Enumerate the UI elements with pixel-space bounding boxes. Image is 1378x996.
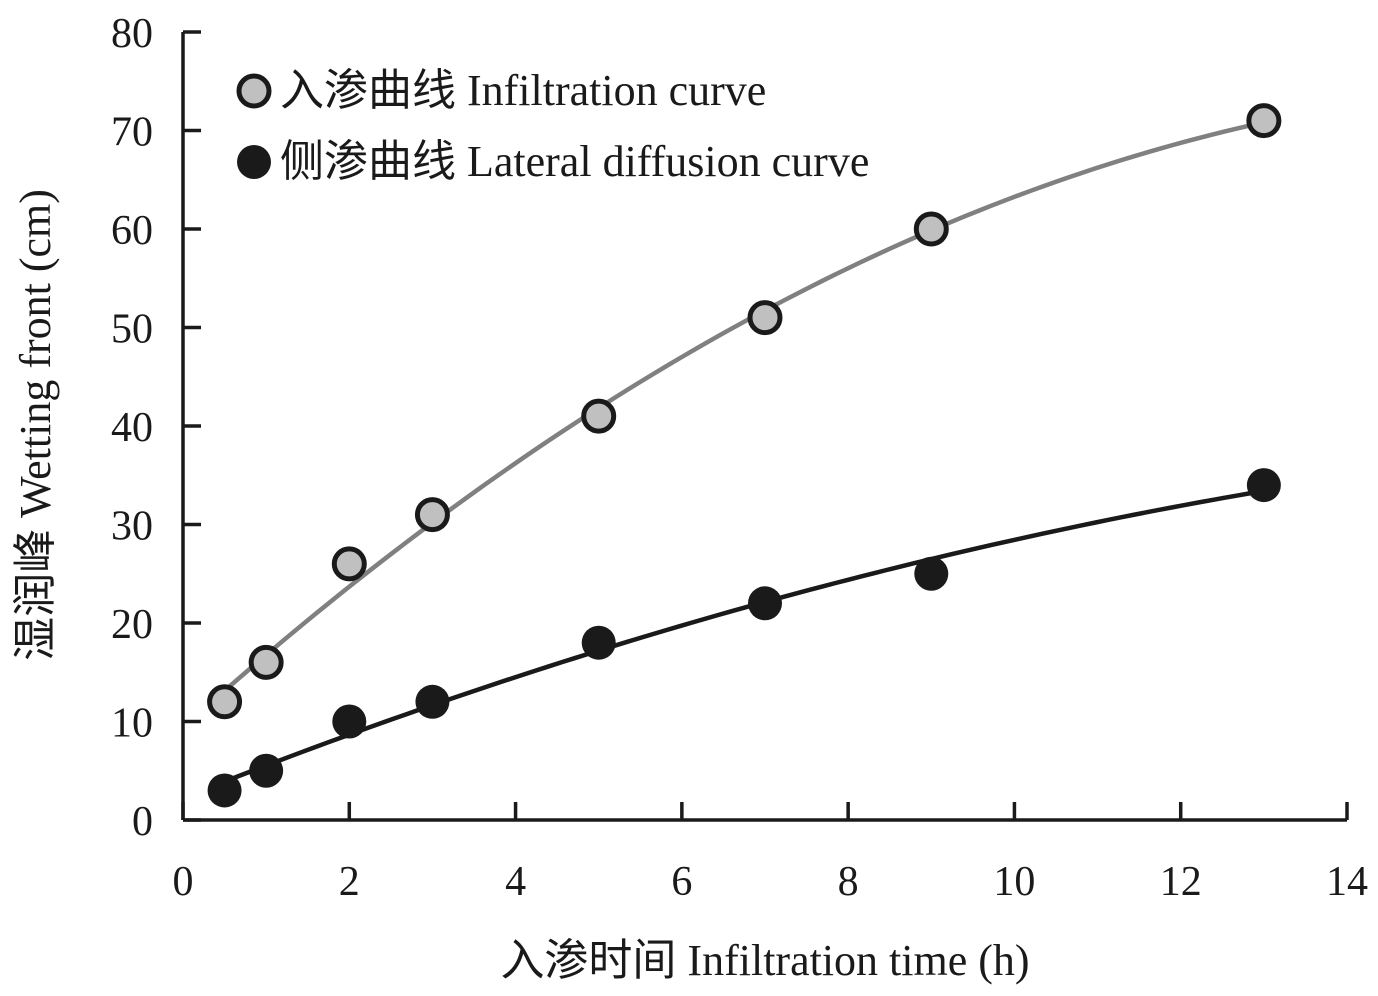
legend-label-lateral: 侧渗曲线 Lateral diffusion curve: [280, 137, 869, 186]
x-tick-label: 6: [671, 859, 692, 905]
y-tick-label: 30: [111, 504, 153, 550]
x-tick-label: 4: [505, 859, 526, 905]
x-tick-label: 0: [173, 859, 194, 905]
tick-marks: 0 10 20 30 40 50 60 70 80 0 2 4 6 8 10 12 14: [111, 11, 1368, 905]
data-point-series-0: [747, 300, 783, 336]
data-point-series-0: [913, 211, 949, 247]
data-point-series-0: [1246, 103, 1282, 139]
data-point-series-1: [415, 684, 450, 719]
x-tick-label: 8: [838, 859, 859, 905]
y-tick-label: 40: [111, 405, 153, 451]
y-tick-label: 20: [111, 602, 153, 648]
data-point-series-0: [331, 546, 367, 582]
y-tick-label: 0: [132, 799, 153, 845]
y-tick-label: 60: [111, 208, 153, 254]
x-axis-title: 入渗时间 Infiltration time (h): [500, 936, 1029, 985]
data-points: [207, 103, 1282, 808]
data-point-series-1: [332, 704, 367, 739]
data-point-series-1: [914, 556, 949, 591]
legend-label-infiltration: 入渗曲线 Infiltration curve: [280, 66, 766, 115]
data-point-series-1: [748, 586, 782, 621]
y-tick-label: 10: [111, 701, 153, 747]
x-tick-label: 2: [339, 859, 360, 905]
y-tick-label: 70: [111, 110, 153, 156]
data-point-series-1: [1246, 468, 1281, 503]
legend-marker-lateral: [237, 145, 271, 179]
trend-line-series-0: [223, 120, 1265, 693]
legend: 入渗曲线 Infiltration curve 侧渗曲线 Lateral dif…: [236, 66, 869, 186]
data-point-series-1: [249, 753, 284, 788]
x-tick-label: 10: [993, 859, 1035, 905]
data-point-series-1: [581, 625, 616, 660]
data-point-series-0: [248, 644, 284, 680]
data-point-series-1: [207, 773, 242, 808]
trend-line-series-1: [223, 488, 1265, 784]
legend-marker-infiltration: [236, 73, 272, 109]
y-tick-label: 80: [111, 11, 153, 57]
y-axis-title: 湿润峰 Wetting front (cm): [11, 189, 60, 661]
trend-curves: [223, 120, 1265, 784]
data-point-series-0: [207, 684, 243, 720]
x-tick-label: 14: [1326, 859, 1368, 905]
data-point-series-0: [414, 497, 450, 533]
data-point-series-0: [581, 398, 617, 434]
x-tick-label: 12: [1160, 859, 1202, 905]
y-tick-label: 50: [111, 307, 153, 353]
